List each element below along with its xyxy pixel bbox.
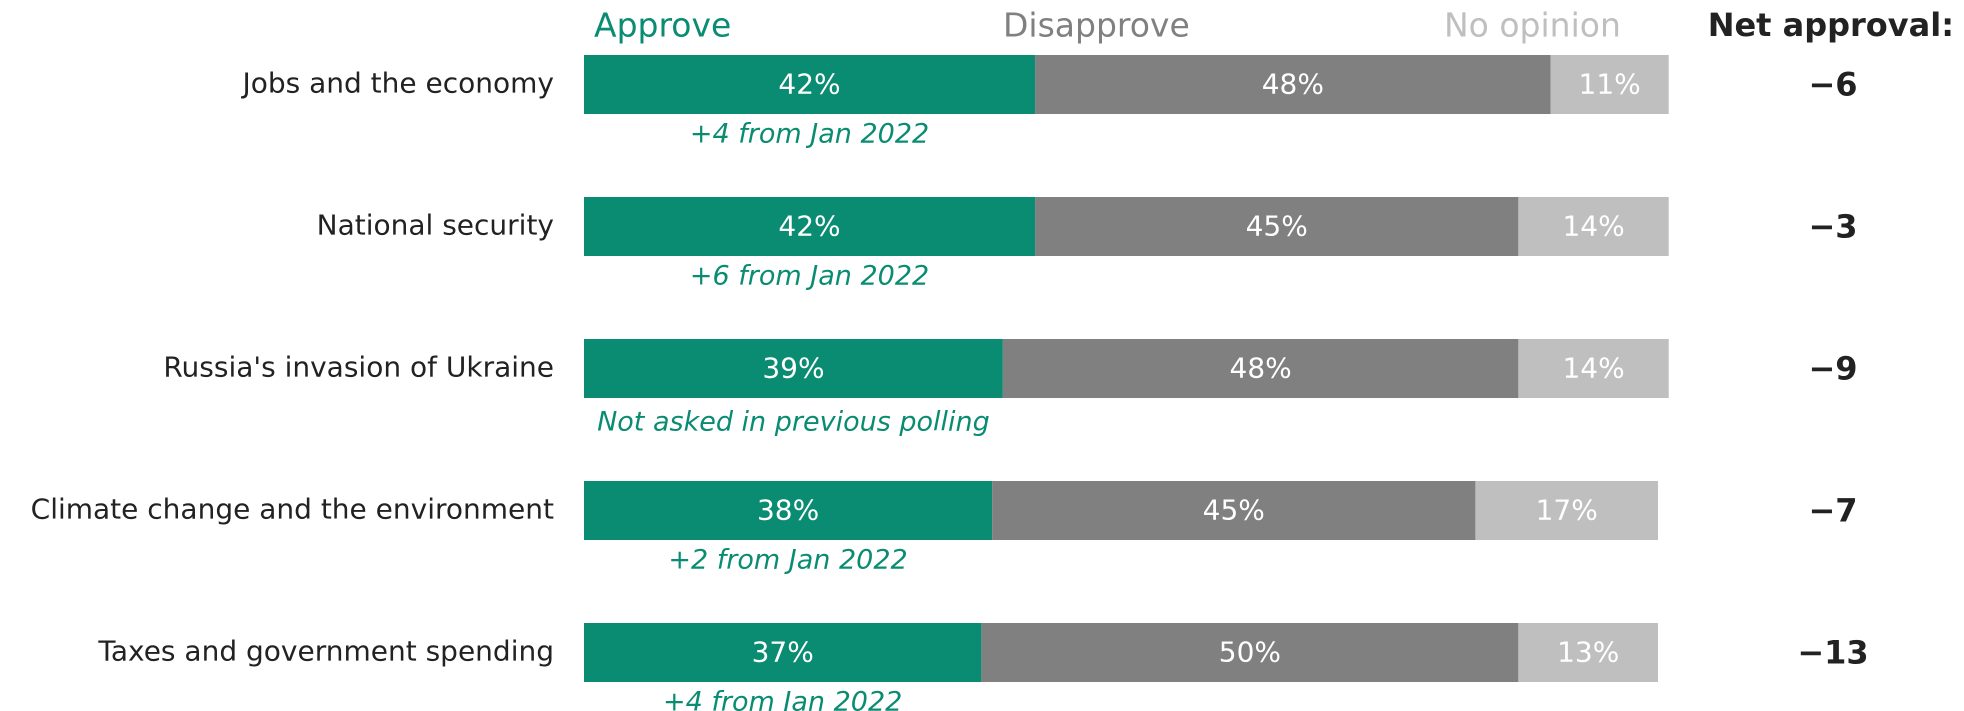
change-note: +4 from Jan 2022 <box>690 119 929 150</box>
bar-value-label: 38% <box>757 494 819 527</box>
bar-value-label: 37% <box>752 636 814 669</box>
net-approval-value: −3 <box>1808 208 1857 246</box>
bar-value-label: 13% <box>1557 636 1619 669</box>
legend-disapprove: Disapprove <box>1003 6 1190 45</box>
change-note: Not asked in previous polling <box>597 407 990 438</box>
bar-segment <box>1035 197 1519 256</box>
bar-segment <box>584 197 1036 256</box>
bar-segment <box>1550 55 1669 114</box>
change-note: +6 from Jan 2022 <box>690 261 929 292</box>
bar-value-label: 42% <box>778 210 840 243</box>
bar-value-label: 50% <box>1219 636 1281 669</box>
bar-segment <box>584 481 993 540</box>
legend-no-opinion: No opinion <box>1444 6 1621 45</box>
bar-segment <box>1002 339 1519 398</box>
change-note: +4 from Jan 2022 <box>663 687 902 711</box>
bar-value-label: 14% <box>1562 352 1624 385</box>
category-label: Climate change and the environment <box>31 493 554 526</box>
bar-value-label: 48% <box>1230 352 1292 385</box>
bar-value-label: 45% <box>1246 210 1308 243</box>
net-approval-value: −9 <box>1808 350 1857 388</box>
bar-value-label: 17% <box>1536 494 1598 527</box>
change-note: +2 from Jan 2022 <box>668 545 907 576</box>
bar-value-label: 42% <box>778 68 840 101</box>
net-approval-title: Net approval: <box>1708 6 1954 44</box>
bar-segment <box>1518 623 1658 682</box>
bar-segment <box>584 623 982 682</box>
bar-segment <box>1518 197 1669 256</box>
bar-segment <box>1475 481 1658 540</box>
category-label: National security <box>317 209 554 242</box>
category-label: Jobs and the economy <box>240 67 554 100</box>
bar-segment <box>981 623 1519 682</box>
category-label: Russia's invasion of Ukraine <box>163 351 554 384</box>
bar-segment <box>584 55 1036 114</box>
category-label: Taxes and government spending <box>97 635 554 668</box>
net-approval-value: −7 <box>1808 492 1857 530</box>
bar-value-label: 11% <box>1579 68 1641 101</box>
bar-value-label: 39% <box>762 352 824 385</box>
bar-value-label: 14% <box>1562 210 1624 243</box>
net-approval-value: −6 <box>1808 66 1857 104</box>
bar-segment <box>992 481 1476 540</box>
legend-approve: Approve <box>594 6 731 45</box>
bar-segment <box>1035 55 1551 114</box>
bar-value-label: 45% <box>1203 494 1265 527</box>
bar-segment <box>584 339 1003 398</box>
net-approval-value: −13 <box>1797 634 1868 672</box>
bar-value-label: 48% <box>1262 68 1324 101</box>
bar-segment <box>1518 339 1669 398</box>
